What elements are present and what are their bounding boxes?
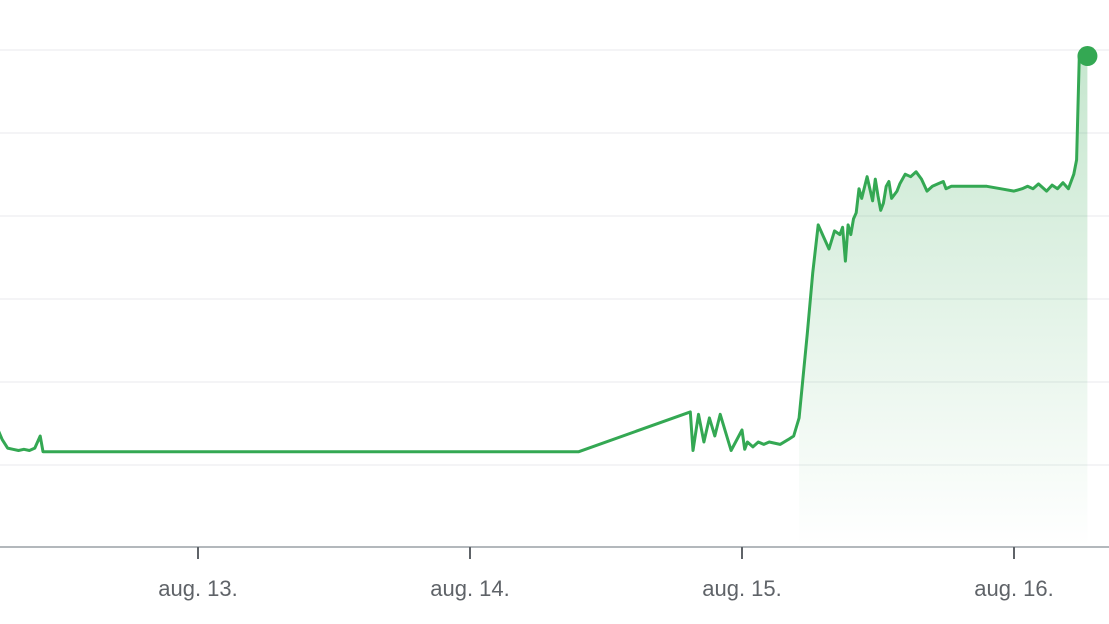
- last-price-dot[interactable]: [1077, 46, 1098, 67]
- x-tick-label: aug. 13.: [158, 576, 238, 601]
- x-ticks: aug. 13. aug. 14. aug. 15. aug. 16.: [158, 547, 1054, 601]
- x-tick-label: aug. 16.: [974, 576, 1054, 601]
- x-tick-label: aug. 14.: [430, 576, 510, 601]
- area-fill: [799, 56, 1088, 547]
- gridlines: [0, 49, 1109, 466]
- series-line: [0, 54, 1089, 454]
- x-tick-label: aug. 15.: [702, 576, 782, 601]
